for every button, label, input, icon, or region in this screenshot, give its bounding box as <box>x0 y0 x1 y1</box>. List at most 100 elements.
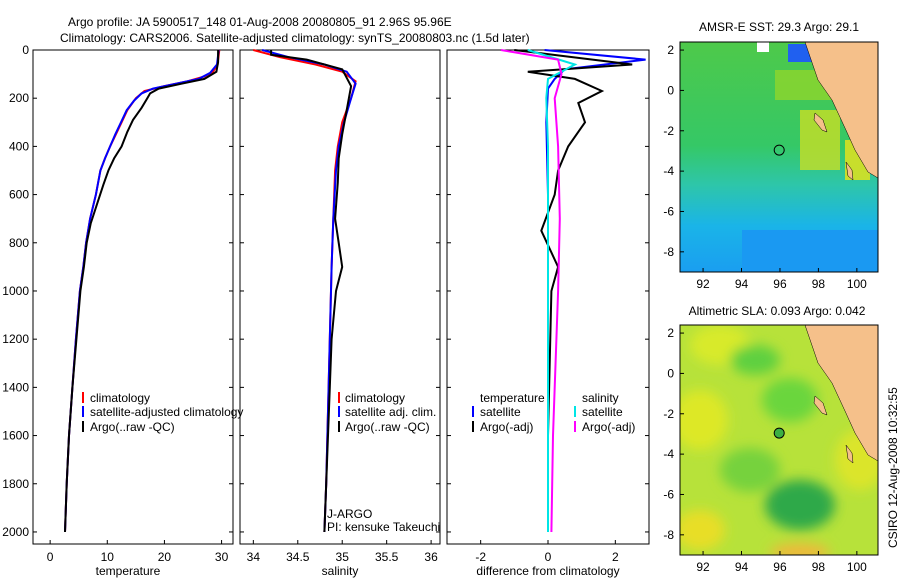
salinity-axes-box <box>239 49 441 545</box>
map-y-tick-label: 0 <box>667 366 674 380</box>
temperature-xlabel: temperature <box>96 564 161 578</box>
y-tick-label: 1800 <box>2 477 29 491</box>
map-y-tick-label: -4 <box>663 164 674 178</box>
annotation-j-argo: J-ARGO <box>327 507 372 521</box>
legend-label-temp-satellite: satellite <box>480 405 521 419</box>
series-line-temperature-1 <box>64 49 220 533</box>
salinity-ticks: 34 34.5 35 35.5 36 <box>240 49 440 564</box>
sla-high-blob <box>680 390 728 450</box>
x-tick-label: 0 <box>545 550 552 564</box>
map-y-tick-label: 2 <box>667 43 674 57</box>
sla-anomaly-blobs <box>680 325 878 555</box>
map-y-tick-label: -2 <box>663 124 674 138</box>
sst-map-field <box>680 42 878 272</box>
y-tick-label: 400 <box>9 139 29 153</box>
sla-high-blob <box>770 544 830 555</box>
salinity-lines <box>253 49 357 533</box>
sla-map-field <box>680 325 878 555</box>
sla-map-title: Altimetric SLA: 0.093 Argo: 0.042 <box>689 304 866 318</box>
map-y-tick-label: 2 <box>667 326 674 340</box>
legend-label-satellite-adj: satellite adj. clim. <box>345 405 436 419</box>
legend-label-argo: Argo(..raw -QC) <box>90 420 175 434</box>
y-tick-label: 1400 <box>2 380 29 394</box>
legend-label-sal-satellite: satellite <box>582 405 623 419</box>
annotation-pi: PI: kensuke Takeuchi <box>327 520 440 534</box>
series-line-temperature-2 <box>64 50 220 533</box>
map-x-tick-label: 92 <box>696 277 710 291</box>
salinity-xlabel: salinity <box>322 564 359 578</box>
map-x-tick-label: 100 <box>847 277 867 291</box>
legend-label-climatology: climatology <box>345 391 405 405</box>
y-tick-label: 200 <box>9 91 29 105</box>
y-tick-label: 600 <box>9 188 29 202</box>
sla-high-blob <box>680 510 725 550</box>
legend-label-sal-argo: Argo(-adj) <box>582 420 635 434</box>
sla-low-blob <box>720 448 780 492</box>
difference-panel: -2 0 2 difference from climatology tempera… <box>446 49 650 578</box>
x-tick-label: 34.5 <box>286 550 310 564</box>
x-tick-label: 30 <box>215 550 229 564</box>
island-land <box>813 112 828 133</box>
series-line-difference-1 <box>514 49 633 532</box>
y-tick-label: 1000 <box>2 284 29 298</box>
temperature-lines <box>64 49 221 533</box>
x-tick-label: 35.5 <box>375 550 399 564</box>
series-line-difference-0 <box>544 49 646 532</box>
map-y-tick-label: -6 <box>663 204 674 218</box>
sla-low-blob <box>765 480 835 530</box>
difference-lines <box>500 49 646 533</box>
sst-map-panel: AMSR-E SST: 29.3 Argo: 29.1 92 94 96 98 100 2… <box>663 20 879 291</box>
map-x-tick-label: 96 <box>773 277 787 291</box>
x-tick-label: 10 <box>101 550 115 564</box>
x-tick-label: -2 <box>475 550 486 564</box>
sst-map-frame <box>679 41 879 273</box>
temperature-legend: climatology satellite-adjusted climatolo… <box>82 391 243 434</box>
x-tick-label: 20 <box>158 550 172 564</box>
header-line-1: Argo profile: JA 5900517_148 01-Aug-2008… <box>68 15 452 29</box>
sla-map-panel: Altimetric SLA: 0.093 Argo: 0.042 92 94 96… <box>663 304 879 574</box>
temperature-panel: 0 10 20 30 0 200 400 600 800 1000 1200 1400 1600 1800… <box>2 43 243 578</box>
series-line-salinity-2 <box>270 50 353 533</box>
map-x-tick-label: 98 <box>812 560 826 574</box>
series-line-salinity-0 <box>253 49 357 533</box>
difference-xlabel: difference from climatology <box>476 564 619 578</box>
legend-label-temp-argo: Argo(-adj) <box>480 420 533 434</box>
x-tick-label: 34 <box>247 550 261 564</box>
sla-map-frame <box>679 324 879 556</box>
legend-label-argo: Argo(..raw -QC) <box>345 420 430 434</box>
map-y-tick-label: 0 <box>667 83 674 97</box>
island-land <box>813 395 828 416</box>
map-x-tick-label: 98 <box>812 277 826 291</box>
series-line-temperature-0 <box>64 49 221 533</box>
temperature-ticks: 0 10 20 30 0 200 400 600 800 1000 1200 1400 1600 1800… <box>2 43 233 564</box>
series-line-difference-3 <box>500 49 563 533</box>
x-tick-label: 36 <box>424 550 438 564</box>
difference-ticks: -2 0 2 <box>447 49 649 564</box>
sumatra-land <box>804 42 878 179</box>
x-tick-label: 0 <box>47 550 54 564</box>
map-y-tick-label: -8 <box>663 245 674 259</box>
map-y-tick-label: -2 <box>663 407 674 421</box>
sst-map-ticks: 92 94 96 98 100 2 0 -2 -4 -6 -8 <box>663 43 867 291</box>
argo-float-marker <box>773 427 785 439</box>
legend-label-climatology: climatology <box>90 391 150 405</box>
salinity-legend: climatology satellite adj. clim. Argo(..… <box>338 391 436 434</box>
map-y-tick-label: -8 <box>663 528 674 542</box>
sst-map-title: AMSR-E SST: 29.3 Argo: 29.1 <box>699 20 859 34</box>
sla-map-ticks: 92 94 96 98 100 2 0 -2 -4 -6 -8 <box>663 326 867 574</box>
legend-title-salinity: salinity <box>582 391 619 405</box>
map-x-tick-label: 100 <box>847 560 867 574</box>
island-land <box>845 444 854 464</box>
sst-missing-patch <box>757 42 769 52</box>
y-tick-label: 1600 <box>2 429 29 443</box>
map-y-tick-label: -6 <box>663 487 674 501</box>
argo-float-marker <box>773 144 785 156</box>
salinity-panel: 34 34.5 35 35.5 36 salinity climatology sate… <box>239 49 441 578</box>
map-x-tick-label: 96 <box>773 560 787 574</box>
legend-label-satellite-adjusted: satellite-adjusted climatology <box>90 405 243 419</box>
sumatra-land <box>804 325 878 462</box>
legend-title-temperature: temperature <box>480 391 545 405</box>
sla-low-blob <box>730 345 780 375</box>
island-land <box>845 161 854 181</box>
